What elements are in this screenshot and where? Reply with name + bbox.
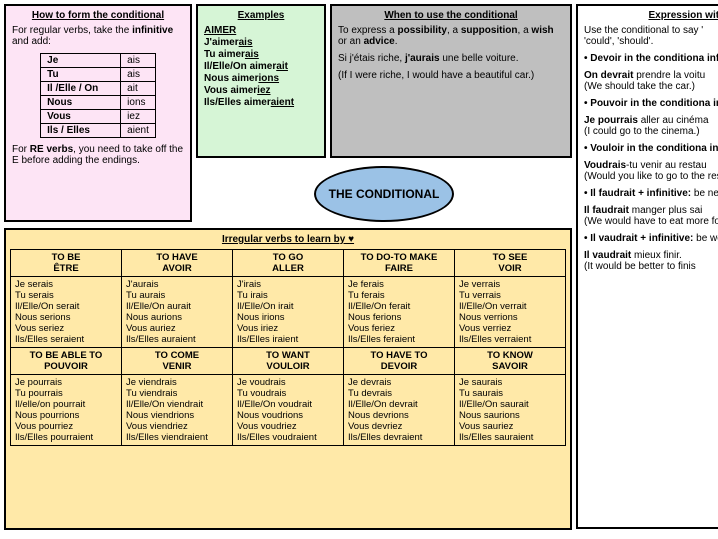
examples-title: Examples [204,10,318,21]
expr-intro: Use the conditional to say ' [584,25,718,36]
expression-item: Il vaudrait mieux finir.(It would be bet… [584,250,718,272]
expression-panel: Expression with the con Use the conditio… [576,4,718,529]
when-panel: When to use the conditional To express a… [330,4,572,158]
expression-item: • Devoir in the conditiona infinitive: (… [584,53,718,64]
irregular-table: TO BEÊTRETO HAVEAVOIRTO GOALLERTO DO-TO … [10,249,566,446]
example-line: Nous aimerions [204,73,318,84]
expression-items: • Devoir in the conditiona infinitive: (… [584,53,718,272]
form-title: How to form the conditional [12,10,184,21]
examples-verb: AIMER [204,25,318,36]
when-title: When to use the conditional [338,10,564,21]
example-line: Tu aimerais [204,49,318,60]
irregular-title: Irregular verbs to learn by ♥ [10,234,566,245]
expression-item: On devrait prendre la voitu(We should ta… [584,70,718,92]
expression-item: Je pourrais aller au cinéma(I could go t… [584,115,718,137]
irregular-panel: Irregular verbs to learn by ♥ TO BEÊTRET… [4,228,572,530]
form-note: For RE verbs, you need to take off the E… [12,144,184,166]
center-title-oval: THE CONDITIONAL [314,166,454,222]
expression-title: Expression with the con [584,10,718,21]
example-line: J'aimerais [204,37,318,48]
expression-item: Voudrais-tu venir au restau(Would you li… [584,160,718,182]
when-p1: To express a possibility, a supposition,… [338,25,564,47]
example-line: Vous aimeriez [204,85,318,96]
form-panel: How to form the conditional For regular … [4,4,192,222]
expression-item: • Il faudrait + infinitive: be necessary… [584,188,718,199]
form-intro: For regular verbs, take the infinitive a… [12,25,184,47]
expression-item: • Vouloir in the conditiona infinitive: … [584,143,718,154]
expression-item: Il faudrait manger plus sai(We would hav… [584,205,718,227]
form-table: JeaisTuaisIl /Elle / OnaitNousionsVousie… [40,53,156,138]
expr-intro2: 'could', 'should'. [584,36,718,47]
examples-lines: J'aimeraisTu aimeraisIl/Elle/On aimerait… [204,37,318,108]
examples-panel: Examples AIMER J'aimeraisTu aimeraisIl/E… [196,4,326,158]
example-line: Il/Elle/On aimerait [204,61,318,72]
example-line: Ils/Elles aimeraient [204,97,318,108]
when-p2: Si j'étais riche, j'aurais une belle voi… [338,53,564,64]
expression-item: • Pouvoir in the conditiona infinitive: … [584,98,718,109]
expression-item: • Il vaudrait + infinitive: be worth, it… [584,233,718,244]
when-p3: (If I were riche, I would have a beautif… [338,70,564,81]
